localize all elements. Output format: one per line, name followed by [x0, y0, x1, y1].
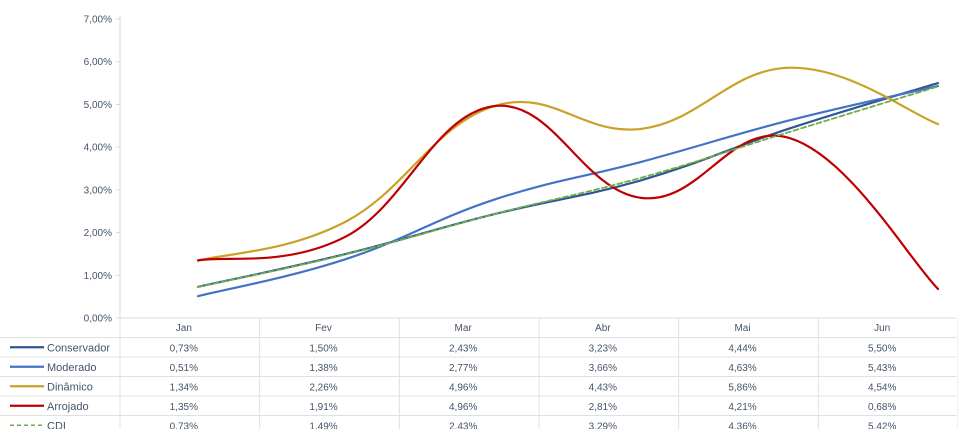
y-tick-label: 2,00% [84, 228, 112, 239]
data-label-cdi: 4.36% [728, 421, 756, 429]
chart-series-lines [196, 66, 940, 298]
series-line-arrojado [196, 104, 940, 291]
series-line-moderado [196, 84, 940, 298]
data-label-dinamico: 4,54% [868, 382, 896, 393]
series-line-dinamico [196, 66, 940, 262]
data-label-moderado: 4,63% [728, 363, 756, 374]
data-label-dinamico: 4,96% [449, 382, 477, 393]
x-tick-label: Mar [455, 323, 473, 334]
data-label-arrojado: 2,81% [589, 402, 617, 413]
data-label-conservador: 2,43% [449, 343, 477, 354]
data-label-dinamico: 2,26% [309, 382, 337, 393]
legend-label-moderado: Moderado [47, 362, 97, 374]
data-label-cdi: 2.43% [449, 421, 477, 429]
data-label-arrojado: 0,68% [868, 402, 896, 413]
data-label-dinamico: 4,43% [589, 382, 617, 393]
y-tick-label: 3,00% [84, 185, 112, 196]
legend-label-conservador: Conservador [47, 342, 110, 354]
y-tick-label: 7,00% [84, 15, 112, 26]
y-tick-label: 5,00% [84, 100, 112, 111]
data-label-moderado: 2,77% [449, 363, 477, 374]
data-label-dinamico: 5,86% [728, 382, 756, 393]
data-table: Jan Fev Mar Abr Mai Jun Conservador 0,73% 1,50% 2… [0, 318, 958, 429]
x-tick-label: Jan [176, 323, 192, 334]
y-tick-label: 6,00% [84, 57, 112, 68]
data-label-conservador: 3,23% [589, 343, 617, 354]
y-tick-label: 1,00% [84, 271, 112, 282]
data-label-arrojado: 1,35% [170, 402, 198, 413]
data-label-conservador: 4,44% [728, 343, 756, 354]
y-tick-label: 0,00% [84, 314, 112, 325]
x-tick-label: Abr [595, 323, 611, 334]
data-label-cdi: 5.42% [868, 421, 896, 429]
data-label-conservador: 1,50% [309, 343, 337, 354]
y-tick-label: 4,00% [84, 143, 112, 154]
chart-axes: 0,00% 1,00% 2,00% 3,00% 4,00% 5,00% 6,00% 7,00% [84, 15, 956, 325]
x-tick-label: Mai [734, 323, 750, 334]
data-label-cdi: 1.49% [309, 421, 337, 429]
x-tick-label: Fev [315, 323, 332, 334]
series-line-cdi [197, 85, 939, 288]
data-label-arrojado: 4,21% [728, 402, 756, 413]
data-label-arrojado: 4,96% [449, 402, 477, 413]
legend-label-dinamico: Dinâmico [47, 381, 93, 393]
data-label-conservador: 0,73% [170, 343, 198, 354]
data-label-moderado: 3,66% [589, 363, 617, 374]
data-label-arrojado: 1,91% [309, 402, 337, 413]
data-label-cdi: 0.73% [170, 421, 198, 429]
legend-label-arrojado: Arrojado [47, 401, 89, 413]
x-tick-label: Jun [874, 323, 890, 334]
data-label-moderado: 5,43% [868, 363, 896, 374]
data-label-moderado: 1,38% [309, 363, 337, 374]
data-label-moderado: 0,51% [170, 363, 198, 374]
data-label-cdi: 3.29% [589, 421, 617, 429]
data-label-conservador: 5,50% [868, 343, 896, 354]
legend-label-cdi: CDI [47, 420, 66, 429]
data-label-dinamico: 1,34% [170, 382, 198, 393]
